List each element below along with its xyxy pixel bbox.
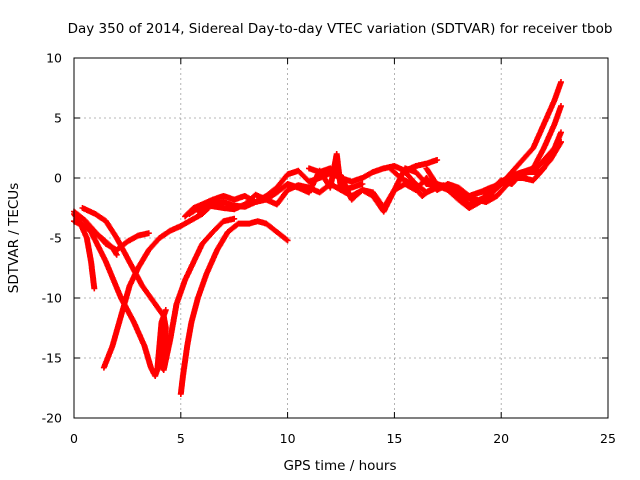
series-track-7 xyxy=(177,218,291,397)
y-tick-label: -15 xyxy=(42,351,62,366)
data-marks xyxy=(71,79,564,397)
x-tick-label: 25 xyxy=(600,431,616,446)
chart-title: Day 350 of 2014, Sidereal Day-to-day VTE… xyxy=(68,21,613,37)
y-axis-title: SDTVAR / TECUs xyxy=(6,183,22,293)
series-marker-trail xyxy=(194,103,564,215)
x-tick-label: 5 xyxy=(177,431,185,446)
series-marker-trail xyxy=(177,218,291,397)
series-marker-trail xyxy=(79,205,238,373)
series-track-6 xyxy=(100,205,212,371)
x-tick-label: 0 xyxy=(70,431,78,446)
series-marker-trail xyxy=(423,139,564,211)
y-tick-label: -5 xyxy=(50,231,62,246)
x-tick-label: 20 xyxy=(493,431,509,446)
y-tick-label: -20 xyxy=(42,411,62,426)
y-tick-label: 10 xyxy=(46,51,62,66)
series-track-5 xyxy=(79,205,238,373)
series-track-14 xyxy=(423,139,564,211)
y-tick-label: 5 xyxy=(54,111,62,126)
x-axis-title: GPS time / hours xyxy=(283,458,396,474)
y-tick-label: -10 xyxy=(42,291,62,306)
grid-lines xyxy=(74,58,608,418)
x-tick-label: 15 xyxy=(386,431,402,446)
series-track-10 xyxy=(194,103,564,215)
series-marker-trail xyxy=(100,205,212,371)
axis-ticks: 0 5 10 15 20 25 -20 -15 -10 -5 0 5 10 xyxy=(42,51,616,447)
x-tick-label: 10 xyxy=(280,431,296,446)
y-tick-label: 0 xyxy=(54,171,62,186)
